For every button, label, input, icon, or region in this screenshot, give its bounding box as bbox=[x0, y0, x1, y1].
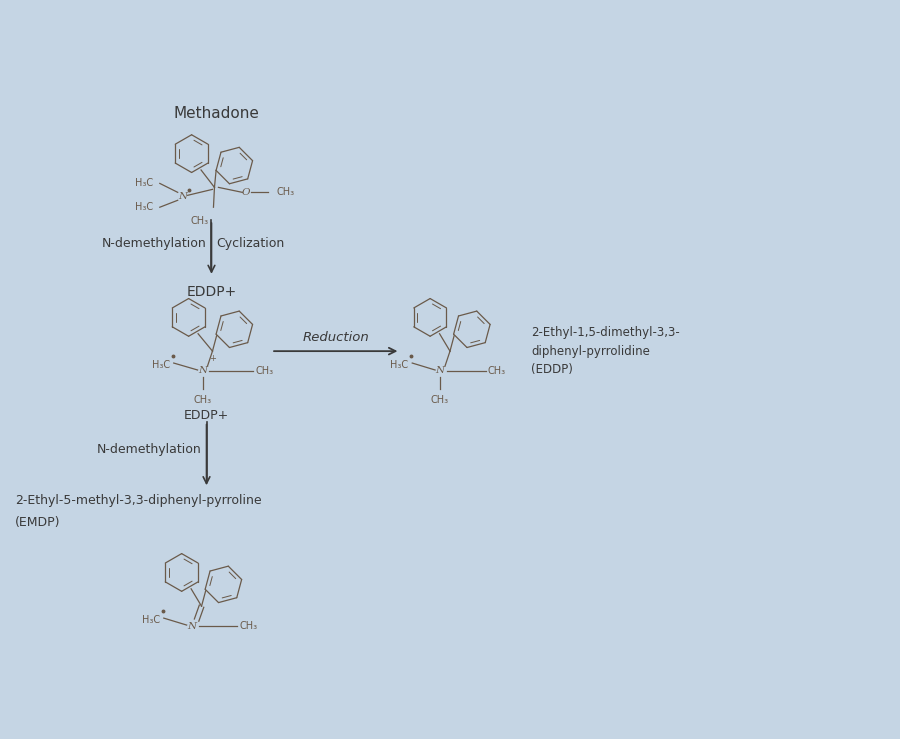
Text: CH₃: CH₃ bbox=[256, 366, 274, 376]
Text: Reduction: Reduction bbox=[302, 331, 369, 344]
Text: O: O bbox=[242, 188, 250, 197]
Text: N: N bbox=[187, 621, 196, 630]
Text: N: N bbox=[436, 367, 445, 375]
Text: N: N bbox=[178, 192, 187, 201]
Text: H₃C: H₃C bbox=[152, 360, 170, 370]
Text: N-demethylation: N-demethylation bbox=[97, 443, 202, 457]
Text: CH₃: CH₃ bbox=[276, 188, 294, 197]
Text: +: + bbox=[210, 354, 216, 363]
Text: EDDP+: EDDP+ bbox=[186, 285, 237, 299]
Text: H₃C: H₃C bbox=[135, 178, 153, 188]
Text: H₃C: H₃C bbox=[391, 360, 409, 370]
Text: CH₃: CH₃ bbox=[431, 395, 449, 405]
Text: CH₃: CH₃ bbox=[488, 366, 506, 376]
Text: 2-Ethyl-1,5-dimethyl-3,3-: 2-Ethyl-1,5-dimethyl-3,3- bbox=[532, 326, 680, 338]
Text: (EMDP): (EMDP) bbox=[14, 516, 60, 529]
Text: CH₃: CH₃ bbox=[239, 621, 257, 631]
Text: EDDP+: EDDP+ bbox=[184, 409, 230, 422]
Text: CH₃: CH₃ bbox=[191, 217, 209, 226]
Text: diphenyl-pyrrolidine: diphenyl-pyrrolidine bbox=[532, 344, 651, 358]
Text: N: N bbox=[198, 367, 207, 375]
Text: Methadone: Methadone bbox=[174, 106, 259, 121]
Text: (EDDP): (EDDP) bbox=[532, 364, 573, 376]
Text: H₃C: H₃C bbox=[142, 615, 160, 625]
Text: H₃C: H₃C bbox=[135, 202, 153, 212]
Text: 2-Ethyl-5-methyl-3,3-diphenyl-pyrroline: 2-Ethyl-5-methyl-3,3-diphenyl-pyrroline bbox=[14, 494, 261, 507]
Text: N-demethylation: N-demethylation bbox=[102, 237, 206, 250]
Text: Cyclization: Cyclization bbox=[217, 237, 284, 250]
Text: CH₃: CH₃ bbox=[194, 395, 212, 405]
